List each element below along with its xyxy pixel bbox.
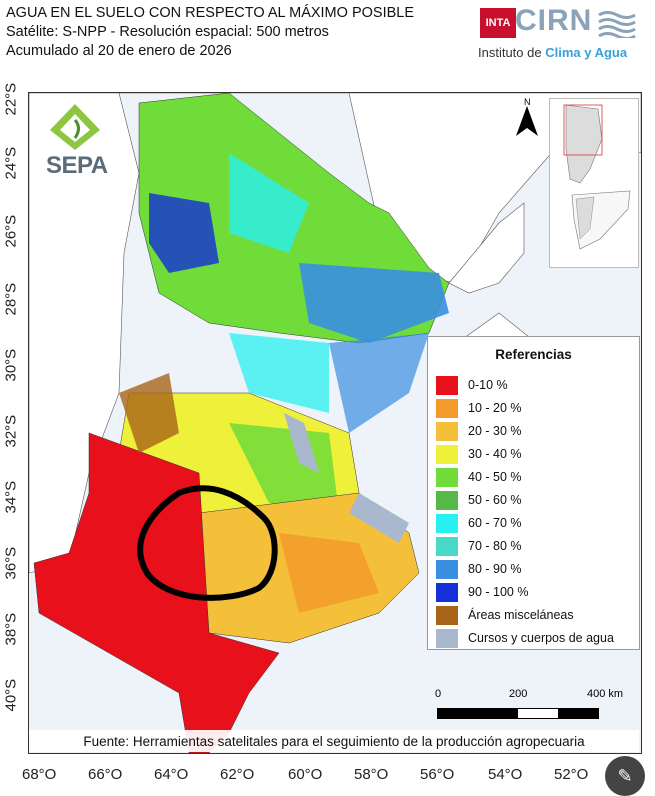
legend-title: Referencias: [495, 347, 572, 362]
lon-label-62: 62°O: [220, 766, 255, 783]
map-legend: Referencias 0-10 % 10 - 20 % 20 - 30 % 3…: [427, 336, 640, 650]
institute-prefix: Instituto de: [478, 45, 546, 60]
legend-swatch: [436, 398, 458, 418]
patch-wet-entrerios: [329, 333, 429, 433]
legend-swatch: [436, 490, 458, 510]
rio-de-la-plata-water: [349, 493, 409, 543]
legend-item: 80 - 90 %: [436, 559, 522, 579]
patch-moderate-center: [229, 423, 339, 513]
north-label: N: [524, 97, 531, 107]
legend-swatch: [436, 444, 458, 464]
lon-label-66: 66°O: [88, 766, 123, 783]
lon-label-60: 60°O: [288, 766, 323, 783]
legend-label: 0-10 %: [468, 378, 508, 392]
legend-swatch: [436, 375, 458, 395]
patch-wet-center: [229, 333, 329, 413]
legend-swatch: [436, 421, 458, 441]
lat-label-38: 38°S: [2, 612, 20, 646]
lat-label-24: 24°S: [2, 146, 20, 180]
legend-label: 30 - 40 %: [468, 447, 522, 461]
neighbor-land-north: [29, 93, 641, 284]
legend-swatch: [436, 628, 458, 648]
lon-label-52: 52°O: [554, 766, 589, 783]
lat-label-40: 40°S: [2, 678, 20, 712]
inta-logo: INTA: [480, 8, 516, 38]
legend-label: 40 - 50 %: [468, 470, 522, 484]
legend-item: 50 - 60 %: [436, 490, 522, 510]
patch-wet-ne: [299, 263, 449, 343]
patch-wet-chaco: [229, 153, 309, 253]
legend-label: 20 - 30 %: [468, 424, 522, 438]
legend-label: 50 - 60 %: [468, 493, 522, 507]
sepa-logo-text: SEPA: [46, 152, 108, 179]
scale-bar-graphic: [437, 708, 599, 719]
highlight-ellipse: [137, 485, 278, 601]
image-tools-icon: ✎: [617, 765, 633, 786]
legend-item: 0-10 %: [436, 375, 508, 395]
legend-item: 60 - 70 %: [436, 513, 522, 533]
source-caption: Fuente: Herramientas satelitales para el…: [29, 730, 639, 752]
legend-label: Áreas misceláneas: [468, 608, 574, 622]
legend-swatch: [436, 467, 458, 487]
legend-label: 70 - 80 %: [468, 539, 522, 553]
north-arrow-icon: N: [516, 97, 538, 136]
cirn-logo: CIRN: [515, 4, 593, 37]
legend-swatch: [436, 513, 458, 533]
scale-bar: 0 200 400 km: [435, 688, 627, 719]
inset-locator-map: [549, 98, 639, 268]
region-dry-west: [33, 432, 280, 753]
legend-label: 60 - 70 %: [468, 516, 522, 530]
lon-label-54: 54°O: [488, 766, 523, 783]
scale-end: 400 km: [587, 688, 624, 700]
institute-highlight: Clima y Agua: [545, 45, 628, 60]
lon-label-56: 56°O: [420, 766, 455, 783]
legend-swatch: [436, 536, 458, 556]
lon-label-64: 64°O: [154, 766, 189, 783]
lat-label-32: 32°S: [2, 414, 20, 448]
lon-label-68: 68°O: [22, 766, 57, 783]
legend-item: 90 - 100 %: [436, 582, 528, 602]
scale-mid: 200: [509, 688, 528, 700]
lat-label-30: 30°S: [2, 348, 20, 382]
legend-item: 70 - 80 %: [436, 536, 522, 556]
lat-label-36: 36°S: [2, 546, 20, 580]
map-title: AGUA EN EL SUELO CON RESPECTO AL MÁXIMO …: [6, 5, 415, 21]
legend-swatch: [436, 605, 458, 625]
legend-item: 40 - 50 %: [436, 467, 522, 487]
lat-label-28: 28°S: [2, 282, 20, 316]
inset-canvas: [563, 104, 631, 250]
map-title-block: AGUA EN EL SUELO CON RESPECTO AL MÁXIMO …: [6, 4, 414, 61]
sepa-logo-icon: [50, 104, 100, 150]
legend-item: 20 - 30 %: [436, 421, 522, 441]
legend-item: Cursos y cuerpos de agua: [436, 628, 614, 648]
legend-item: 10 - 20 %: [436, 398, 522, 418]
legend-item: Áreas misceláneas: [436, 605, 574, 625]
lat-label-26: 26°S: [2, 214, 20, 248]
legend-label: 10 - 20 %: [468, 401, 522, 415]
lon-label-58: 58°O: [354, 766, 389, 783]
legend-label: 80 - 90 %: [468, 562, 522, 576]
waves-icon: [598, 11, 636, 38]
legend-swatch: [436, 582, 458, 602]
scale-zero: 0: [435, 688, 442, 700]
parana-delta-water: [284, 413, 319, 473]
patch-misc-areas: [119, 373, 179, 453]
legend-label: Cursos y cuerpos de agua: [468, 631, 614, 645]
map-subtitle-date: Acumulado al 20 de enero de 2026: [6, 43, 232, 59]
patch-very-wet-nw: [149, 193, 219, 273]
misiones-outline: [448, 202, 525, 294]
map-subtitle-satellite: Satélite: S-NPP - Resolución espacial: 5…: [6, 24, 329, 40]
lat-label-22: 22°S: [2, 82, 20, 116]
legend-item: 30 - 40 %: [436, 444, 522, 464]
patch-dry-pampas: [279, 533, 379, 613]
institute-caption: Instituto de Clima y Agua: [478, 45, 627, 60]
image-tools-button[interactable]: ✎: [605, 756, 645, 796]
legend-label: 90 - 100 %: [468, 585, 529, 599]
legend-swatch: [436, 559, 458, 579]
lat-label-34: 34°S: [2, 480, 20, 514]
